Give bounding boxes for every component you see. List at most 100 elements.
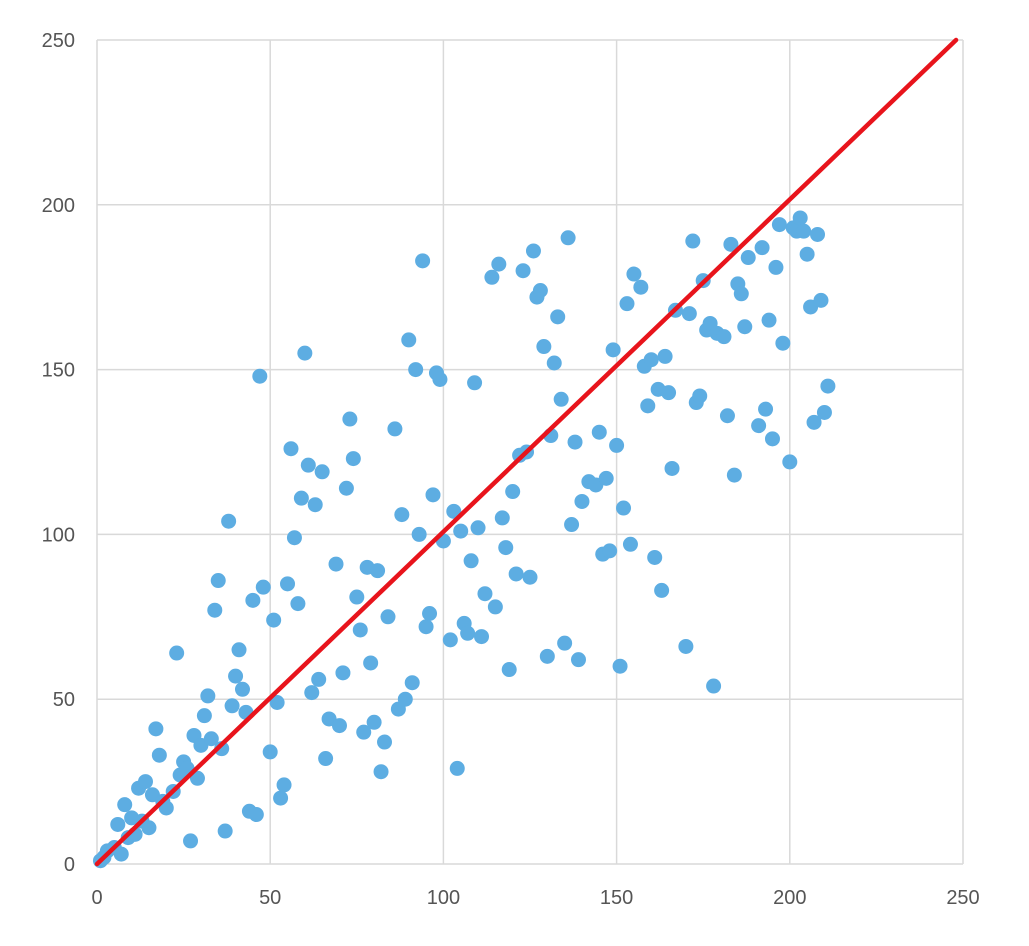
data-point [643,352,659,368]
data-point [487,599,503,615]
data-point [269,694,285,710]
data-point [626,266,642,282]
data-points [92,210,836,869]
data-point [474,629,490,645]
data-point [297,345,313,361]
data-point [224,698,240,714]
data-point [117,797,133,813]
data-point [449,760,465,776]
data-point [380,609,396,625]
data-point [609,437,625,453]
data-point [200,688,216,704]
data-point [553,391,569,407]
data-point [338,480,354,496]
data-point [640,398,656,414]
data-point [408,362,424,378]
data-point [719,408,735,424]
data-point [806,414,822,430]
y-tick-label: 200 [42,195,75,217]
data-point [505,484,521,500]
data-point [491,256,507,272]
data-point [591,424,607,440]
x-tick-label: 250 [946,887,979,909]
data-point [681,306,697,322]
data-point [422,606,438,622]
data-point [758,401,774,417]
data-point [664,460,680,476]
data-point [328,556,344,572]
data-point [148,721,164,737]
data-point [401,332,417,348]
data-point [494,510,510,526]
y-tick-label: 0 [64,854,75,876]
y-tick-label: 250 [42,30,75,52]
data-point [484,269,500,285]
data-point [622,536,638,552]
data-point [515,263,531,279]
data-point [255,579,271,595]
data-point [342,411,358,427]
data-point [678,638,694,654]
x-tick-label: 150 [600,887,633,909]
data-point [307,497,323,513]
data-point [539,648,555,664]
data-point [404,675,420,691]
data-point [363,655,379,671]
data-point [574,493,590,509]
x-tick-label: 0 [91,887,102,909]
data-point [231,642,247,658]
data-point [245,592,261,608]
data-point [442,632,458,648]
data-point [792,210,808,226]
data-point [661,385,677,401]
data-point [470,520,486,536]
data-point [685,233,701,249]
data-point [612,658,628,674]
data-point [733,286,749,302]
data-point [654,582,670,598]
data-point [751,418,767,434]
data-point [816,404,832,420]
data-point [598,470,614,486]
data-point [754,240,770,256]
data-point [550,309,566,325]
data-point [141,820,157,836]
data-point [460,625,476,641]
data-point [280,576,296,592]
data-point [657,348,673,364]
data-point [137,774,153,790]
data-point [616,500,632,516]
data-point [210,573,226,589]
data-point [425,487,441,503]
data-point [570,652,586,668]
data-point [283,441,299,457]
data-point [761,312,777,328]
data-point [248,807,264,823]
data-point [377,734,393,750]
data-point [557,635,573,651]
data-point [286,530,302,546]
y-tick-label: 50 [53,689,75,711]
data-point [113,846,129,862]
data-point [532,282,548,298]
data-point [619,296,635,312]
y-tick-label: 100 [42,524,75,546]
data-point [366,714,382,730]
data-point [522,569,538,585]
data-point [356,724,372,740]
x-tick-label: 50 [259,887,281,909]
data-point [508,566,524,582]
data-point [740,250,756,266]
data-point [810,226,826,242]
data-point [820,378,836,394]
data-point [387,421,403,437]
data-point [110,816,126,832]
data-point [432,371,448,387]
data-point [799,246,815,262]
data-point [262,744,278,760]
data-point [370,563,386,579]
tick-labels: 0 50 100 150 200 250 0 50 100 150 200 250 [42,30,980,909]
data-point [151,747,167,763]
data-point [771,217,787,233]
